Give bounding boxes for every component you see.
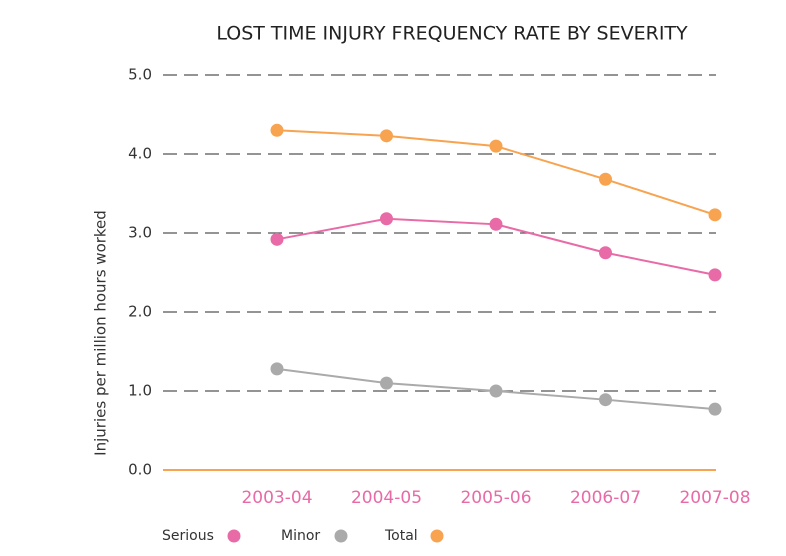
point: [489, 217, 503, 231]
point: [708, 268, 722, 282]
point: [708, 208, 722, 222]
y-tick-label: 2.0: [128, 303, 152, 321]
point: [599, 246, 612, 260]
x-tick-label: 2005-06: [460, 488, 531, 508]
point: [489, 139, 503, 153]
y-tick-label: 0.0: [128, 461, 152, 479]
point: [270, 123, 284, 137]
point: [380, 376, 393, 390]
point: [380, 212, 393, 226]
x-tick-label: 2003-04: [241, 488, 312, 508]
point: [270, 232, 284, 246]
point: [270, 362, 284, 376]
y-tick-label: 5.0: [128, 66, 152, 84]
legend-marker: [334, 529, 348, 543]
point: [380, 129, 393, 143]
point: [708, 402, 722, 416]
y-tick-label: 4.0: [128, 145, 152, 163]
chart-title: LOST TIME INJURY FREQUENCY RATE BY SEVER…: [216, 23, 688, 45]
x-tick-label: 2006-07: [570, 488, 641, 508]
legend-label: Minor: [281, 528, 320, 544]
point: [489, 384, 503, 398]
y-axis-label: Injuries per million hours worked: [92, 210, 110, 456]
x-tick-label: 2007-08: [679, 488, 750, 508]
y-tick-label: 3.0: [128, 224, 152, 242]
point: [599, 172, 612, 186]
legend-label: Serious: [162, 528, 214, 544]
legend-label: Total: [384, 528, 418, 544]
point: [599, 393, 612, 407]
y-tick-label: 1.0: [128, 382, 152, 400]
legend-marker: [430, 529, 444, 543]
legend-marker: [227, 529, 241, 543]
x-tick-label: 2004-05: [351, 488, 422, 508]
